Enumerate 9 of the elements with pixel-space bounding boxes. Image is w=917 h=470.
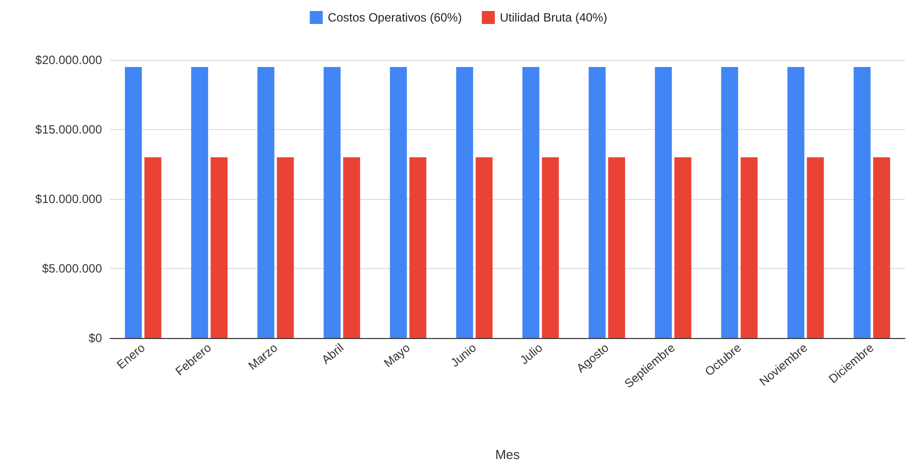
legend-label: Costos Operativos (60%) bbox=[328, 10, 462, 24]
x-axis-title: Mes bbox=[495, 447, 520, 462]
y-tick-label: $20.000.000 bbox=[35, 53, 102, 67]
y-tick-label: $15.000.000 bbox=[35, 122, 102, 136]
y-tick-label: $5.000.000 bbox=[42, 262, 102, 276]
legend-label: Utilidad Bruta (40%) bbox=[500, 10, 608, 24]
x-tick-label: Julio bbox=[517, 340, 546, 368]
y-tick-label: $0 bbox=[88, 331, 102, 345]
y-tick-label: $10.000.000 bbox=[35, 192, 102, 206]
